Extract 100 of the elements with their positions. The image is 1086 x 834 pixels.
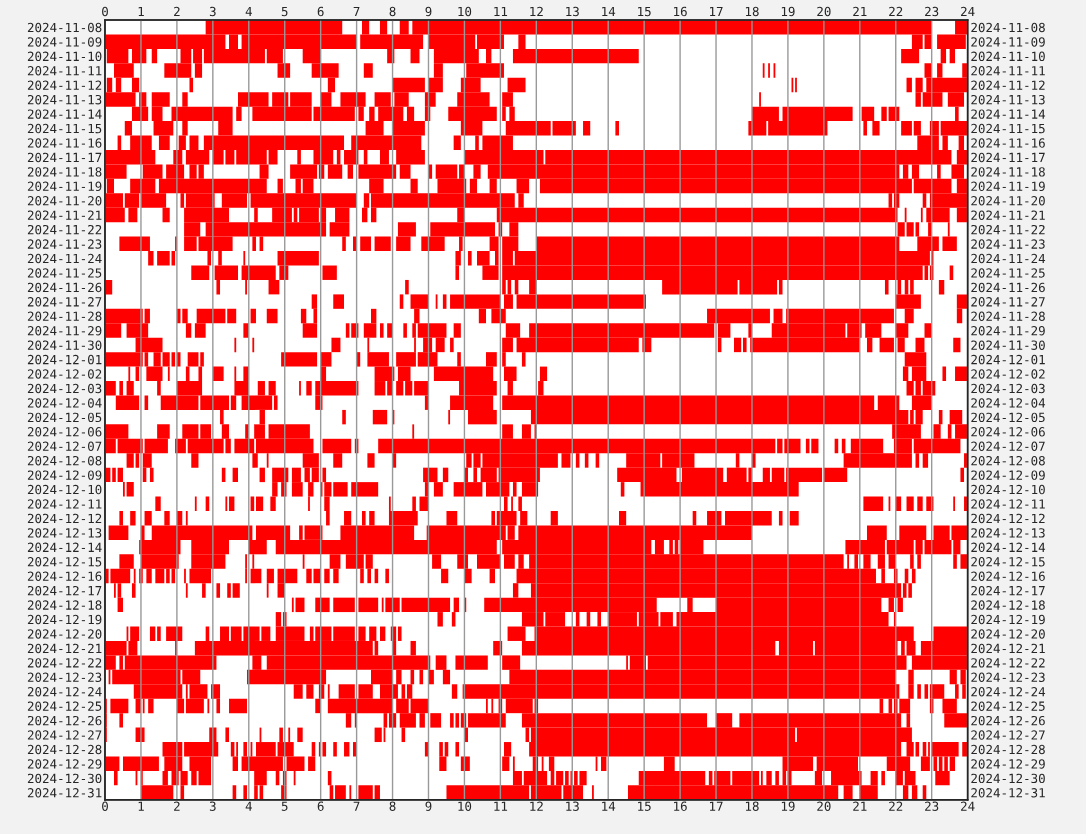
y-tick-label: 2024-11-17	[27, 152, 102, 163]
y-tick-label: 2024-12-05	[27, 412, 102, 423]
x-tick-label: 19	[781, 801, 795, 811]
x2-tick-label: 14	[602, 6, 616, 17]
y2-tick-label: 2024-12-13	[971, 528, 1045, 538]
y2-tick-label: 2024-12-22	[971, 658, 1045, 668]
y2-tick-label: 2024-12-09	[971, 470, 1045, 480]
y-tick-label: 2024-12-10	[27, 484, 102, 495]
y2-tick-label: 2024-11-23	[971, 239, 1045, 249]
y-tick-label: 2024-11-23	[27, 239, 102, 249]
y2-tick-label: 2024-11-08	[971, 22, 1045, 33]
y-tick-label: 2024-11-16	[27, 138, 102, 148]
y2-tick-label: 2024-12-02	[971, 369, 1045, 379]
x-tick-label: 6	[317, 801, 324, 811]
y-tick-label: 2024-11-30	[27, 340, 102, 350]
x-tick-label: 7	[353, 801, 360, 811]
y-tick-label: 2024-11-26	[27, 282, 102, 293]
y-tick-label: 2024-12-22	[27, 658, 102, 668]
x-tick-label: 24	[961, 801, 975, 811]
y2-tick-label: 2024-11-26	[971, 282, 1045, 293]
y2-tick-label: 2024-11-15	[971, 123, 1045, 134]
y2-tick-label: 2024-12-31	[971, 788, 1045, 798]
x2-tick-label: 9	[425, 6, 432, 17]
x-tick-label: 15	[638, 801, 651, 811]
y-tick-label: 2024-11-27	[27, 297, 102, 307]
x2-tick-label: 8	[389, 6, 396, 17]
y-tick-label: 2024-12-08	[27, 455, 102, 466]
y-tick-label: 2024-11-18	[27, 167, 102, 177]
x-tick-label: 10	[458, 801, 472, 811]
y2-tick-label: 2024-11-29	[971, 325, 1045, 336]
x-tick-label: 1	[138, 801, 144, 811]
y2-tick-label: 2024-12-18	[971, 600, 1045, 610]
x-tick-label: 11	[494, 801, 508, 811]
y2-tick-label: 2024-12-01	[971, 354, 1045, 365]
y2-tick-label: 2024-12-16	[971, 571, 1045, 581]
y-tick-label: 2024-12-28	[27, 744, 102, 755]
x2-tick-label: 1	[138, 6, 144, 17]
y-tick-label: 2024-11-20	[27, 196, 102, 206]
x-tick-label: 17	[710, 801, 723, 811]
x-tick-label: 5	[281, 801, 288, 811]
y2-tick-label: 2024-11-21	[971, 210, 1045, 220]
y-tick-label: 2024-12-24	[27, 687, 102, 697]
x2-tick-label: 15	[638, 6, 651, 17]
y2-tick-label: 2024-12-25	[971, 701, 1045, 711]
y-tick-label: 2024-11-19	[27, 181, 102, 192]
y-tick-label: 2024-11-13	[27, 94, 102, 105]
y2-tick-label: 2024-12-19	[971, 614, 1045, 625]
y2-tick-label: 2024-12-07	[971, 441, 1045, 451]
y-tick-label: 2024-12-23	[27, 672, 102, 683]
y-tick-label: 2024-11-09	[27, 37, 102, 47]
y-tick-label: 2024-12-03	[27, 383, 102, 394]
x2-tick-label: 16	[674, 6, 687, 17]
y2-tick-label: 2024-12-12	[971, 513, 1045, 524]
y-tick-label: 2024-11-14	[27, 109, 102, 119]
y-tick-label: 2024-12-15	[27, 557, 102, 567]
y2-tick-label: 2024-11-22	[971, 224, 1045, 235]
y2-tick-label: 2024-12-17	[971, 585, 1045, 596]
x-tick-label: 18	[745, 801, 759, 811]
x2-tick-label: 3	[209, 6, 216, 17]
y-tick-label: 2024-11-24	[27, 253, 102, 264]
y-tick-label: 2024-12-29	[27, 759, 102, 769]
y2-tick-label: 2024-12-15	[971, 557, 1045, 567]
y-tick-label: 2024-12-14	[27, 542, 102, 553]
y-tick-label: 2024-11-08	[27, 22, 102, 33]
y2-tick-label: 2024-12-30	[971, 773, 1045, 784]
y-tick-label: 2024-12-04	[27, 398, 102, 408]
y-tick-label: 2024-12-26	[27, 715, 102, 726]
x2-tick-label: 21	[853, 6, 867, 17]
x2-tick-label: 19	[781, 6, 795, 17]
y-tick-label: 2024-11-10	[27, 51, 102, 62]
x2-tick-label: 5	[281, 6, 288, 17]
y2-tick-label: 2024-11-11	[971, 66, 1045, 76]
y-tick-label: 2024-12-11	[27, 499, 102, 509]
x-tick-label: 2	[174, 801, 180, 811]
y2-tick-label: 2024-12-06	[971, 427, 1045, 437]
x2-tick-label: 24	[961, 6, 975, 17]
y2-tick-label: 2024-11-16	[971, 138, 1045, 148]
x-tick-label: 13	[566, 801, 579, 811]
y2-tick-label: 2024-12-20	[971, 629, 1045, 639]
y-tick-label: 2024-11-22	[27, 224, 102, 235]
x2-tick-label: 6	[317, 6, 324, 17]
y2-tick-label: 2024-12-14	[971, 542, 1046, 553]
y2-tick-label: 2024-12-04	[971, 398, 1046, 408]
y2-tick-label: 2024-12-03	[971, 383, 1045, 394]
y2-tick-label: 2024-11-27	[971, 297, 1045, 307]
y-tick-label: 2024-11-28	[27, 311, 102, 322]
y-tick-label: 2024-12-02	[27, 369, 102, 379]
y2-tick-label: 2024-12-27	[971, 730, 1045, 740]
y-tick-label: 2024-11-11	[27, 66, 102, 76]
x2-tick-label: 4	[245, 6, 252, 17]
y2-tick-label: 2024-12-10	[971, 484, 1045, 495]
x2-tick-label: 10	[458, 6, 472, 17]
y-tick-label: 2024-12-31	[27, 788, 102, 798]
y-tick-label: 2024-12-30	[27, 773, 102, 784]
y-tick-label: 2024-11-25	[27, 268, 102, 278]
y2-tick-label: 2024-12-21	[971, 643, 1045, 654]
y-tick-label: 2024-11-12	[27, 80, 102, 90]
x-tick-label: 9	[425, 801, 432, 811]
y2-tick-label: 2024-12-08	[971, 455, 1045, 466]
y-tick-label: 2024-12-21	[27, 643, 102, 654]
